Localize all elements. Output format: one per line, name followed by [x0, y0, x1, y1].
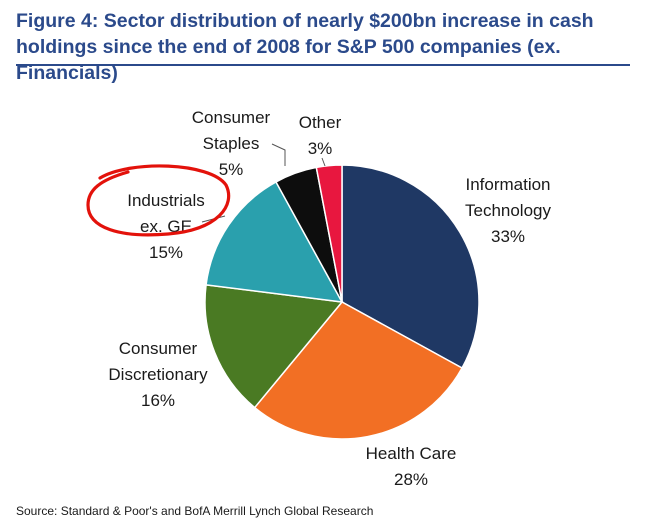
- pie-slice-consumer-discretionary: [204, 283, 344, 409]
- pie-label-other: Other 3%: [299, 113, 342, 158]
- pie-slice-health-care: [253, 301, 464, 440]
- highlight-annotation-circle: [86, 164, 231, 237]
- pie-slice-industrials-ex-ge: [205, 180, 344, 303]
- pie-label-consumer-staples: Consumer Staples 5%: [192, 108, 271, 179]
- title-underline: [16, 64, 630, 66]
- pie-slice-information-technology: [341, 164, 480, 370]
- pie-label-industrials-ex-ge: Industrials ex. GE 15%: [127, 191, 204, 262]
- leader-line-other: [321, 157, 326, 167]
- pie-label-consumer-discretionary: Consumer Discretionary 16%: [108, 339, 208, 410]
- pie-slice-other: [315, 164, 343, 303]
- pie-slices: [204, 164, 480, 440]
- source-note: Source: Standard & Poor's and BofA Merri…: [16, 504, 374, 518]
- pie-label-health-care: Health Care 28%: [366, 444, 457, 489]
- figure-title: Figure 4: Sector distribution of nearly …: [16, 10, 594, 84]
- leader-line-consumer-staples: [271, 143, 286, 166]
- pie-labels: Information Technology 33% Health Care 28% Co…: [108, 108, 551, 489]
- pie-label-information-technology: Information Technology 33%: [465, 175, 552, 246]
